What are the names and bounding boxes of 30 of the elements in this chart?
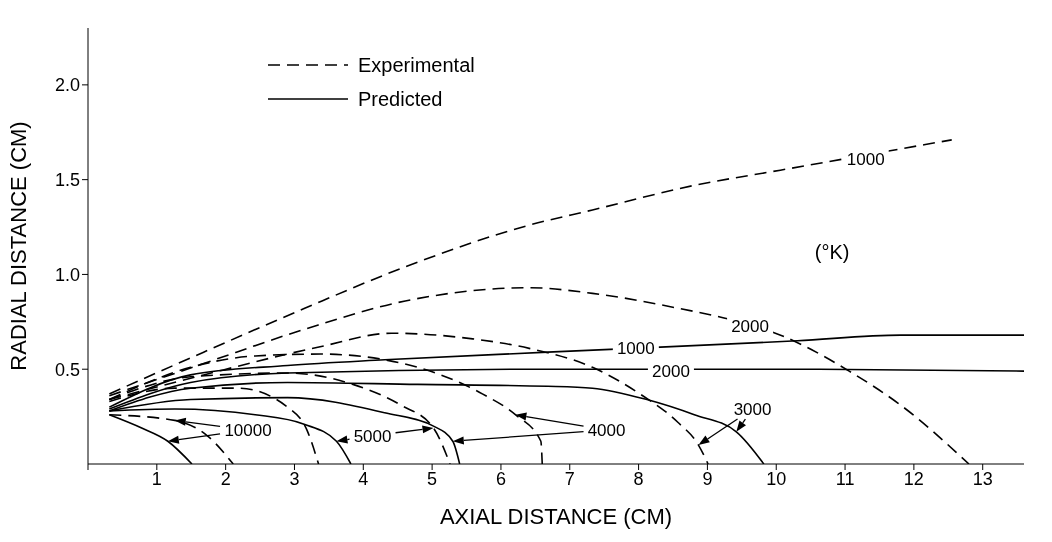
- x-tick-label: 11: [835, 468, 855, 489]
- x-tick-label: 9: [702, 468, 713, 489]
- x-tick-label: 7: [564, 468, 575, 489]
- legend-label: Predicted: [358, 87, 443, 111]
- annotation: 1000: [846, 149, 885, 169]
- x-tick-label: 13: [972, 468, 993, 489]
- x-tick-label: 2: [220, 468, 231, 489]
- x-tick-label: 6: [495, 468, 506, 489]
- annotation: 5000: [353, 426, 392, 446]
- x-tick-label: 10: [766, 468, 787, 489]
- x-tick-label: 12: [903, 468, 924, 489]
- annotation: (°K): [814, 241, 850, 264]
- x-tick-label: 5: [427, 468, 438, 489]
- x-tick-label: 1: [151, 468, 162, 489]
- annotation: 10000: [224, 420, 272, 440]
- y-tick-label: 1.0: [54, 264, 80, 285]
- y-tick-label: 2.0: [54, 75, 80, 96]
- legend-label: Experimental: [358, 53, 475, 77]
- x-tick-label: 8: [633, 468, 644, 489]
- x-axis-title: AXIAL DISTANCE (CM): [439, 504, 673, 529]
- x-tick-label: 4: [358, 468, 369, 489]
- y-tick-label: 0.5: [54, 359, 80, 380]
- annotation: 1000: [616, 339, 655, 359]
- annotation: 2000: [652, 362, 690, 382]
- y-tick-label: 1.5: [54, 170, 80, 191]
- annotation: 3000: [733, 400, 772, 420]
- annotation: 4000: [587, 420, 626, 440]
- annotation: 2000: [731, 316, 769, 336]
- y-axis-title: RADIAL DISTANCE (CM): [5, 121, 31, 371]
- x-tick-label: 3: [289, 468, 300, 489]
